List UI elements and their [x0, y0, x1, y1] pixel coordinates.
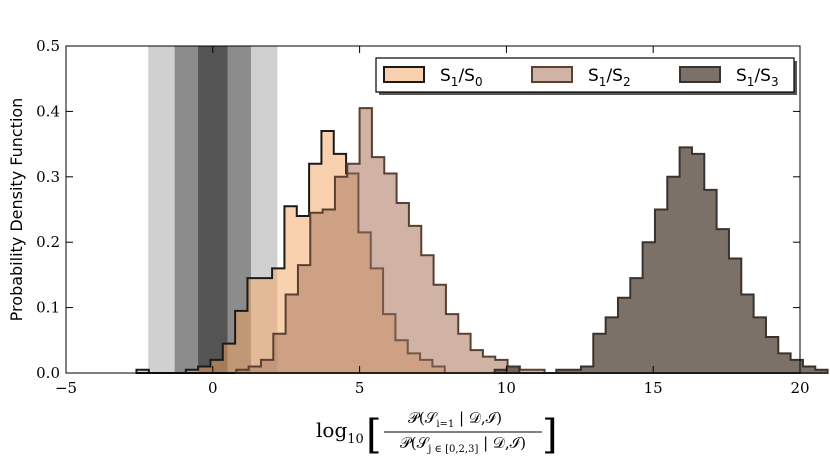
- credible-interval-bands: [148, 46, 278, 373]
- legend-swatch-2: [531, 66, 573, 83]
- y-axis-label: Probability Density Function: [7, 98, 26, 322]
- x-tick-label: 0: [208, 379, 218, 397]
- x-axis-label-log: log10: [316, 418, 364, 447]
- x-axis-label-bracket-right: ]: [542, 412, 558, 458]
- series-2-histogram: [235, 107, 546, 374]
- y-tick-label: 0.2: [36, 233, 60, 251]
- y-tick-label: 0.5: [36, 37, 60, 55]
- legend-swatch-3: [679, 66, 721, 83]
- x-axis-label-bracket-left: [: [366, 412, 382, 458]
- y-tick-label: 0.4: [36, 102, 60, 120]
- x-tick-label: 15: [644, 379, 663, 397]
- x-axis-label-numerator: 𝒫(𝒮i=1 | 𝒟,ℐ): [408, 409, 502, 430]
- y-tick-label: 0.0: [36, 364, 60, 382]
- plot-frame: [65, 45, 801, 374]
- y-tick-label: 0.3: [36, 168, 60, 186]
- legend-label-2: S1/S2: [588, 66, 631, 89]
- legend-box: [375, 57, 795, 93]
- legend: S1/S0 S1/S2 S1/S3: [375, 57, 797, 95]
- x-axis-label: log10 [ 𝒫(𝒮i=1 | 𝒟,ℐ) 𝒫(𝒮j ∈ [0,2,3] | 𝒟…: [316, 409, 558, 458]
- x-axis-label-denominator: 𝒫(𝒮j ∈ [0,2,3] | 𝒟,ℐ): [400, 434, 526, 455]
- x-tick-label: 10: [497, 379, 516, 397]
- legend-swatch-1: [383, 66, 425, 83]
- x-tick-label: −5: [55, 379, 77, 397]
- legend-label-1: S1/S0: [440, 66, 483, 89]
- histogram-series: [135, 107, 829, 374]
- interval-band-3: [198, 46, 228, 373]
- axis-ticks: −5 0 5 10 15 20 0.0 0.1 0.2 0.3 0.4 0.5: [36, 37, 809, 397]
- series-3-histogram: [493, 146, 829, 374]
- x-tick-label: 20: [790, 379, 809, 397]
- legend-label-3: S1/S3: [736, 66, 779, 89]
- y-tick-label: 0.1: [36, 299, 60, 317]
- x-tick-label: 5: [355, 379, 365, 397]
